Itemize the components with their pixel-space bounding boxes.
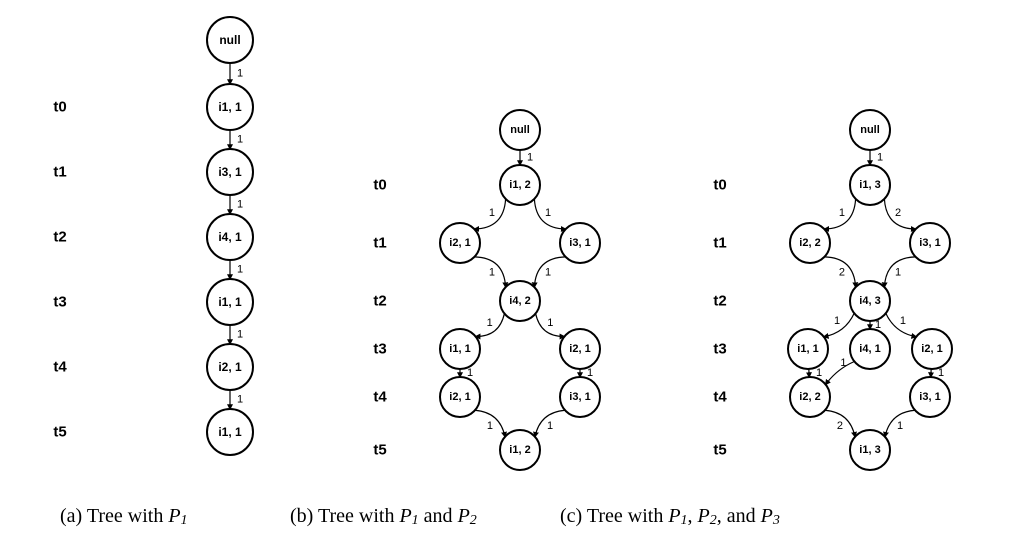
t-label: t4: [373, 389, 386, 406]
caption-term: P1: [168, 505, 187, 527]
edge-label: 1: [834, 315, 840, 327]
edge-label: 1: [237, 328, 243, 340]
caption-term: P1: [399, 505, 418, 527]
caption-prefix: (c) Tree with: [560, 505, 668, 527]
edge-label: 2: [837, 420, 843, 432]
tree-node-label: i3, 1: [218, 165, 242, 179]
edge-label: 1: [545, 207, 551, 219]
panel-b: 1 1 1 1 1 1 1 1 1 1 1 null i1, 2 i2, 1 i3, 1 i4, 2 i1, 1…: [440, 110, 600, 470]
caption-term: P2: [458, 505, 477, 527]
t-label: t0: [373, 177, 386, 194]
edge-label: 1: [545, 267, 551, 279]
tree-node-label: i1, 1: [797, 343, 818, 355]
t-label: t2: [53, 229, 66, 246]
tree-node-label: i2, 1: [921, 343, 942, 355]
edge-label: 1: [489, 267, 495, 279]
edge-label: 1: [237, 133, 243, 145]
tree-node-label: null: [860, 124, 880, 136]
tree-node-label: i4, 1: [859, 343, 880, 355]
tree-node-label: i2, 1: [218, 360, 242, 374]
caption-b: (b) Tree with P1 and P2: [290, 505, 477, 529]
edge-label: 1: [237, 67, 243, 79]
edge-label: 2: [839, 267, 845, 279]
tree-node-label: i2, 1: [569, 343, 590, 355]
edge-label: 1: [237, 263, 243, 275]
edge-label: 1: [527, 151, 533, 163]
panel-c: 1122111111121nulli1, 3i2, 2i3, 1i4, 3i1,…: [788, 110, 952, 470]
tree-node-label: i1, 1: [218, 100, 242, 114]
tree-node-label: i2, 2: [799, 391, 820, 403]
edge-label: 1: [467, 367, 473, 379]
tree-node-label: i1, 2: [509, 179, 530, 191]
tree-node-label: i4, 1: [218, 230, 242, 244]
edge-label: 1: [487, 317, 493, 329]
edge-label: 1: [489, 207, 495, 219]
tree-node-label: i3, 1: [569, 391, 590, 403]
caption-a: (a) Tree with P1: [60, 505, 188, 529]
t-label: t4: [53, 359, 66, 376]
t-label: t1: [713, 235, 726, 252]
tree-node-label: i3, 1: [919, 391, 940, 403]
tree-node-label: i4, 2: [509, 295, 530, 307]
edge-label: 1: [587, 367, 593, 379]
tree-node-label: i1, 2: [509, 444, 530, 456]
edge-label: 1: [547, 420, 553, 432]
t-label: t0: [53, 99, 66, 116]
t-label: t5: [53, 424, 66, 441]
edge-label: 1: [897, 420, 903, 432]
tree-node-label: i3, 1: [919, 237, 940, 249]
tree-node-label: null: [219, 33, 240, 47]
edge-label: 1: [547, 317, 553, 329]
edge-label: 1: [237, 393, 243, 405]
edge-label: 1: [237, 198, 243, 210]
tree-node-label: i2, 1: [449, 237, 470, 249]
tree-node-label: i1, 1: [218, 425, 242, 439]
t-label: t4: [713, 389, 726, 406]
t-label: t3: [373, 341, 386, 358]
edge-label: 1: [487, 420, 493, 432]
tree-node-label: i3, 1: [569, 237, 590, 249]
tree-node-label: i2, 2: [799, 237, 820, 249]
edge-label: 1: [900, 315, 906, 327]
t-label: t3: [713, 341, 726, 358]
edge-label: 1: [816, 367, 822, 379]
t-label: t5: [373, 442, 386, 459]
caption-term: P2: [698, 505, 717, 527]
caption-term: P3: [761, 505, 780, 527]
t-label: t5: [713, 442, 726, 459]
tree-diagram-svg: 1 1 1 1 1 1 null i1, 1 i3, 1 i4, 1 i1, 1 i2, 1 i1, 1…: [0, 0, 1012, 538]
edge-label: 1: [877, 151, 883, 163]
t-label: t2: [373, 293, 386, 310]
tree-node-label: i1, 1: [449, 343, 470, 355]
tree-node-label: i1, 3: [859, 444, 880, 456]
tree-node-label: i4, 3: [859, 295, 880, 307]
t-label: t1: [373, 235, 386, 252]
caption-c: (c) Tree with P1, P2, and P3: [560, 505, 780, 529]
tree-node-label: null: [510, 124, 530, 136]
edge-label: 2: [895, 207, 901, 219]
caption-prefix: (b) Tree with: [290, 505, 399, 527]
t-label: t0: [713, 177, 726, 194]
figure-container: { "canvas": { "width": 1012, "height": 5…: [0, 0, 1012, 538]
t-label: t3: [53, 294, 66, 311]
caption-prefix: (a) Tree with: [60, 505, 168, 527]
panel-a: 1 1 1 1 1 1 null i1, 1 i3, 1 i4, 1 i1, 1 i2, 1 i1, 1: [207, 17, 253, 455]
edge-label: 1: [840, 357, 846, 369]
caption-term: P1: [668, 505, 687, 527]
tree-node-label: i1, 3: [859, 179, 880, 191]
edge-label: 1: [839, 207, 845, 219]
t-label: t1: [53, 164, 66, 181]
tree-node-label: i1, 1: [218, 295, 242, 309]
tree-node-label: i2, 1: [449, 391, 470, 403]
edge-label: 1: [895, 267, 901, 279]
t-label: t2: [713, 293, 726, 310]
